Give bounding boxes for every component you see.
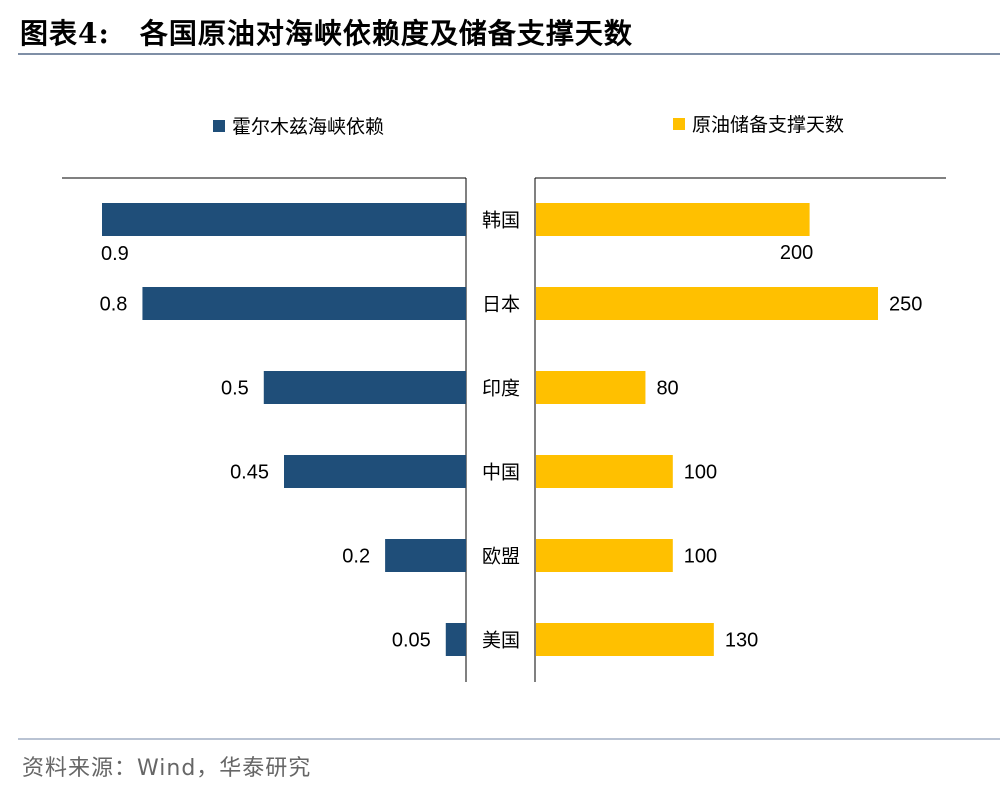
- data-label-right: 200: [780, 242, 813, 264]
- data-label-right: 250: [889, 294, 922, 316]
- bar-right-6: [536, 623, 714, 656]
- bar-right-2: [536, 287, 878, 320]
- bar-right-1: [536, 203, 810, 236]
- figure-title: 图表4: 各国原油对海峡依赖度及储备支撑天数: [20, 12, 633, 52]
- data-label-left: 0.8: [100, 294, 128, 316]
- category-label: 欧盟: [482, 546, 520, 568]
- bar-left-3: [263, 371, 466, 404]
- category-label: 中国: [482, 462, 520, 484]
- bar-right-5: [536, 539, 673, 572]
- data-label-right: 100: [684, 546, 717, 568]
- data-label-right: 100: [684, 462, 717, 484]
- data-label-left: 0.05: [392, 630, 431, 652]
- figure-number: 图表4:: [20, 17, 110, 50]
- source-note: 资料来源：Wind，华泰研究: [22, 756, 312, 781]
- bar-right-4: [536, 455, 673, 488]
- title-divider: [18, 53, 1000, 55]
- footer-divider: [18, 738, 1000, 740]
- bar-right-3: [536, 371, 646, 404]
- bar-left-6: [445, 623, 466, 656]
- legend-swatch-right: [673, 118, 685, 130]
- legend-label-left: 霍尔木兹海峡依赖: [232, 116, 384, 138]
- data-label-left: 0.2: [342, 546, 370, 568]
- bar-left-2: [142, 287, 466, 320]
- category-label: 日本: [482, 294, 520, 316]
- figure-title-text: 各国原油对海峡依赖度及储备支撑天数: [139, 17, 633, 50]
- data-label-left: 0.9: [101, 243, 129, 265]
- category-label: 印度: [482, 378, 520, 400]
- legend-label-right: 原油储备支撑天数: [692, 114, 844, 136]
- data-label-left: 0.45: [230, 462, 269, 484]
- legend-swatch-left: [213, 120, 225, 132]
- bar-left-1: [102, 203, 466, 236]
- data-label-right: 130: [725, 630, 758, 652]
- data-label-right: 80: [656, 378, 678, 400]
- category-label: 美国: [482, 630, 520, 652]
- category-label: 韩国: [482, 210, 520, 232]
- bar-left-4: [284, 455, 466, 488]
- bar-left-5: [385, 539, 466, 572]
- data-label-left: 0.5: [221, 378, 249, 400]
